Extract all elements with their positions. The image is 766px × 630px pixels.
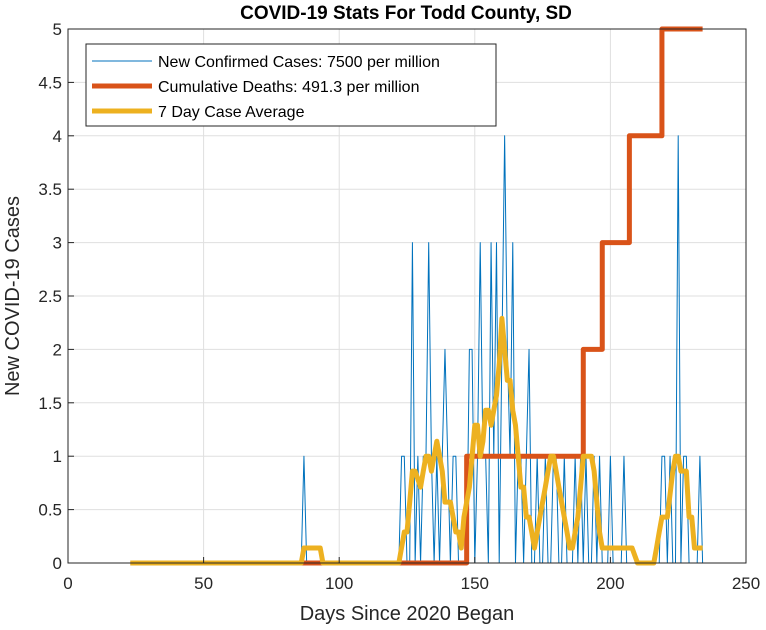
chart-title: COVID-19 Stats For Todd County, SD — [240, 3, 572, 24]
x-tick-label: 100 — [325, 574, 353, 593]
y-axis-label: New COVID-19 Cases — [2, 196, 24, 396]
x-axis-label: Days Since 2020 Began — [300, 603, 515, 625]
legend-box — [85, 43, 497, 127]
y-tick-label: 3 — [53, 234, 62, 253]
seven-day-average-line — [130, 315, 703, 566]
y-tick-label: 0 — [53, 554, 62, 573]
x-tick-label: 250 — [732, 574, 760, 593]
legend-entry-new-cases-label: New Confirmed Cases: 7500 per million — [158, 54, 440, 71]
legend: New Confirmed Cases: 7500 per million Cum… — [85, 43, 497, 127]
y-tick-label: 1.5 — [38, 394, 62, 413]
x-tick-label: 200 — [596, 574, 624, 593]
y-tick-label: 5 — [53, 20, 62, 39]
y-tick-label: 4 — [53, 127, 62, 146]
cumulative-deaths-line — [130, 26, 703, 566]
x-tick-label: 50 — [194, 574, 213, 593]
legend-entry-cumulative-deaths-label: Cumulative Deaths: 491.3 per million — [158, 79, 419, 96]
x-tick-label: 150 — [461, 574, 489, 593]
y-tick-label: 3.5 — [38, 180, 62, 199]
y-tick-label: 0.5 — [38, 501, 62, 520]
x-tick-label: 0 — [63, 574, 72, 593]
legend-entry-seven-day-average-label: 7 Day Case Average — [158, 104, 305, 121]
ticks: 0 50 100 150 200 250 0 0.5 1 1.5 2 2.5 3 3.5 4 4.5 5 — [38, 20, 760, 593]
y-tick-label: 1 — [53, 447, 62, 466]
y-tick-label: 2.5 — [38, 287, 62, 306]
y-tick-label: 2 — [53, 340, 62, 359]
y-tick-label: 4.5 — [38, 73, 62, 92]
